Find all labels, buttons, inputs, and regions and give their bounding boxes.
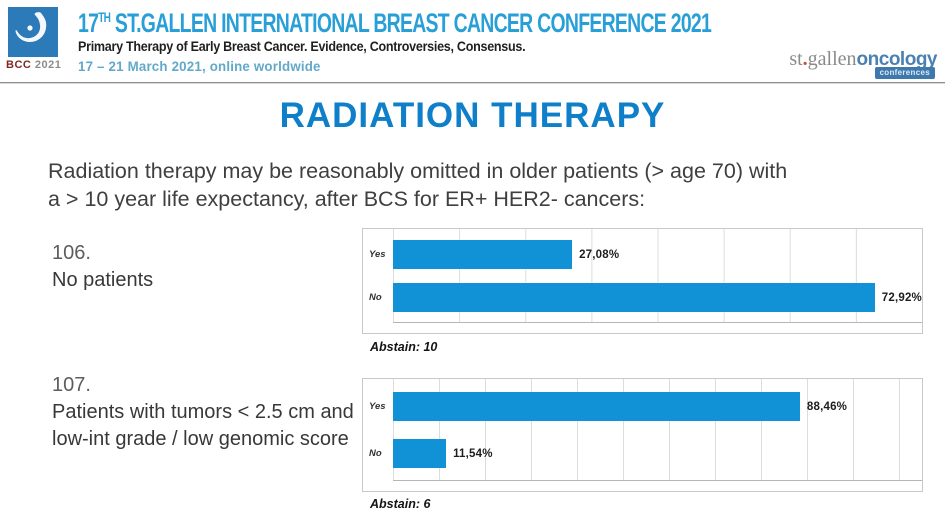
conference-dates: 17 – 21 March 2021, online worldwide [78, 58, 321, 74]
bcc-text: BCC [6, 59, 32, 71]
bar-value-label: 88,46% [806, 400, 848, 413]
bar-track: 11,54% [393, 439, 922, 469]
bcc-logo-icon [8, 7, 58, 57]
bar-row: No 72,92% [363, 283, 922, 313]
category-label: Yes [369, 401, 386, 412]
conference-title: 17TH ST.GALLEN INTERNATIONAL BREAST CANC… [78, 8, 712, 39]
conference-title-text: ST.GALLEN INTERNATIONAL BREAST CANCER CO… [110, 8, 712, 38]
question-line-1: Radiation therapy may be reasonably omit… [48, 159, 788, 183]
bar [393, 240, 573, 269]
conference-title-ordinal: TH [98, 9, 111, 25]
bar-value-label: 27,08% [579, 248, 620, 261]
poll-107-chart: Yes 88,46% No 11,54% [362, 378, 923, 492]
chart-rows: Yes 27,08% No 72,92% [363, 229, 922, 323]
abstain-label: Abstain: 6 [370, 497, 431, 511]
conferences-badge: conferences [874, 67, 935, 79]
poll-number: 107. [52, 374, 91, 396]
stgallen-oncology-logo: st.gallenoncology conferences [789, 48, 938, 79]
bar [393, 439, 447, 468]
bar-track: 88,46% [393, 392, 922, 422]
question-text: Radiation therapy may be reasonably omit… [48, 158, 787, 213]
poll-option-text: No patients [52, 269, 154, 291]
abstain-label: Abstain: 10 [370, 340, 438, 354]
oncology-wordmark: oncology [856, 49, 938, 70]
bar [393, 392, 800, 421]
question-line-2: a > 10 year life expectancy, after BCS f… [48, 186, 646, 211]
poll-option-text: Patients with tumors < 2.5 cm and low-in… [52, 401, 354, 450]
page-title: RADIATION THERAPY [279, 96, 666, 135]
orange-dot-icon: . [802, 48, 808, 70]
poll-107-label: 107. Patients with tumors < 2.5 cm and l… [52, 372, 372, 453]
category-label: Yes [369, 249, 386, 260]
bar-value-label: 11,54% [453, 447, 493, 460]
swan-drop-icon [15, 12, 47, 42]
poll-106-label: 106. No patients [52, 240, 372, 294]
header-divider [0, 82, 945, 84]
bcc-year: 2021 [34, 59, 62, 71]
bcc-logo-caption: BCC 2021 [6, 59, 62, 71]
conference-title-number: 17 [78, 8, 99, 38]
conference-subtitle: Primary Therapy of Early Breast Cancer. … [78, 39, 526, 54]
poll-106-chart: Yes 27,08% No 72,92% [362, 228, 923, 334]
bar-value-label: 72,92% [881, 291, 922, 304]
bar-track: 27,08% [393, 240, 922, 270]
bar [393, 283, 875, 312]
bar-row: Yes 27,08% [363, 240, 922, 270]
category-label: No [369, 292, 382, 303]
poll-number: 106. [52, 242, 91, 264]
chart-rows: Yes 88,46% No 11,54% [363, 379, 922, 481]
category-label: No [369, 448, 382, 459]
stgallen-wordmark: st.gallen [789, 48, 857, 70]
bar-track: 72,92% [393, 283, 922, 313]
bar-row: Yes 88,46% [363, 392, 922, 422]
bar-row: No 11,54% [363, 439, 922, 469]
